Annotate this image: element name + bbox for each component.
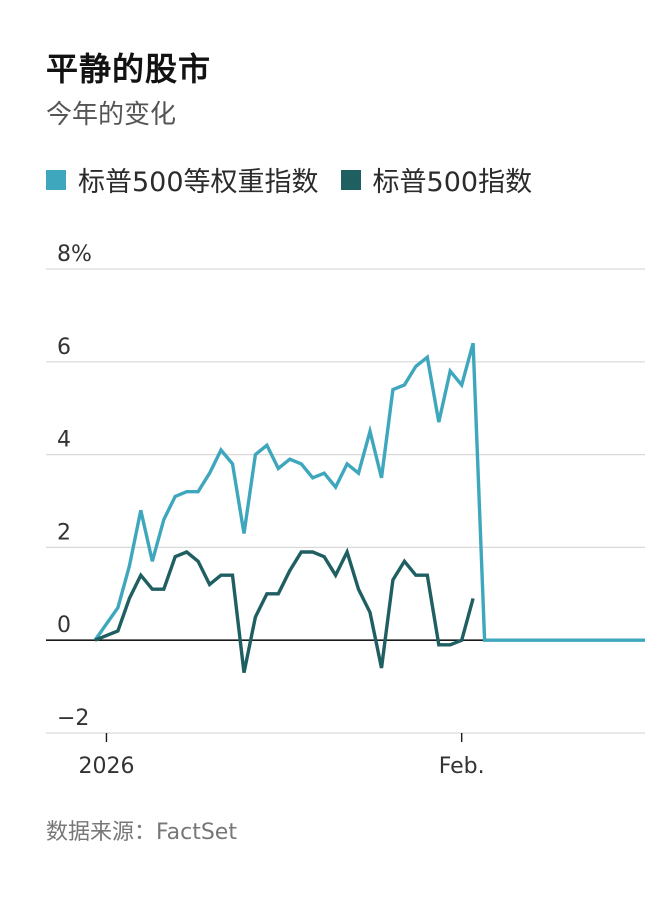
legend-swatch-sp500 [340,169,361,190]
chart-subtitle: 今年的变化 [46,100,177,130]
legend-label-equal-weight: 标普500等权重指数 [78,167,319,198]
x-tick-label: Feb. [439,754,485,779]
y-tick-label: 4 [57,428,71,453]
chart-title: 平静的股市 [46,50,212,88]
x-tick-label: 2026 [78,754,134,779]
source-note: 数据来源：FactSet [46,820,237,845]
series-line-equal-weight [93,342,645,642]
y-tick-label: 0 [57,613,71,638]
y-tick-label: 8% [57,242,92,267]
y-tick-label: −2 [57,706,89,731]
y-tick-label: 6 [57,335,71,360]
legend-label-sp500: 标普500指数 [372,167,533,198]
legend: 标普500等权重指数 标普500指数 [46,160,554,199]
legend-item-equal-weight: 标普500等权重指数 [46,160,319,199]
y-tick-label: 2 [57,520,71,545]
series-line-sp500 [94,547,475,674]
legend-item-sp500: 标普500指数 [340,160,533,199]
line-chart: −2 0 2 4 6 8% 2026 Feb. [46,242,645,779]
legend-swatch-equal-weight [46,169,66,190]
